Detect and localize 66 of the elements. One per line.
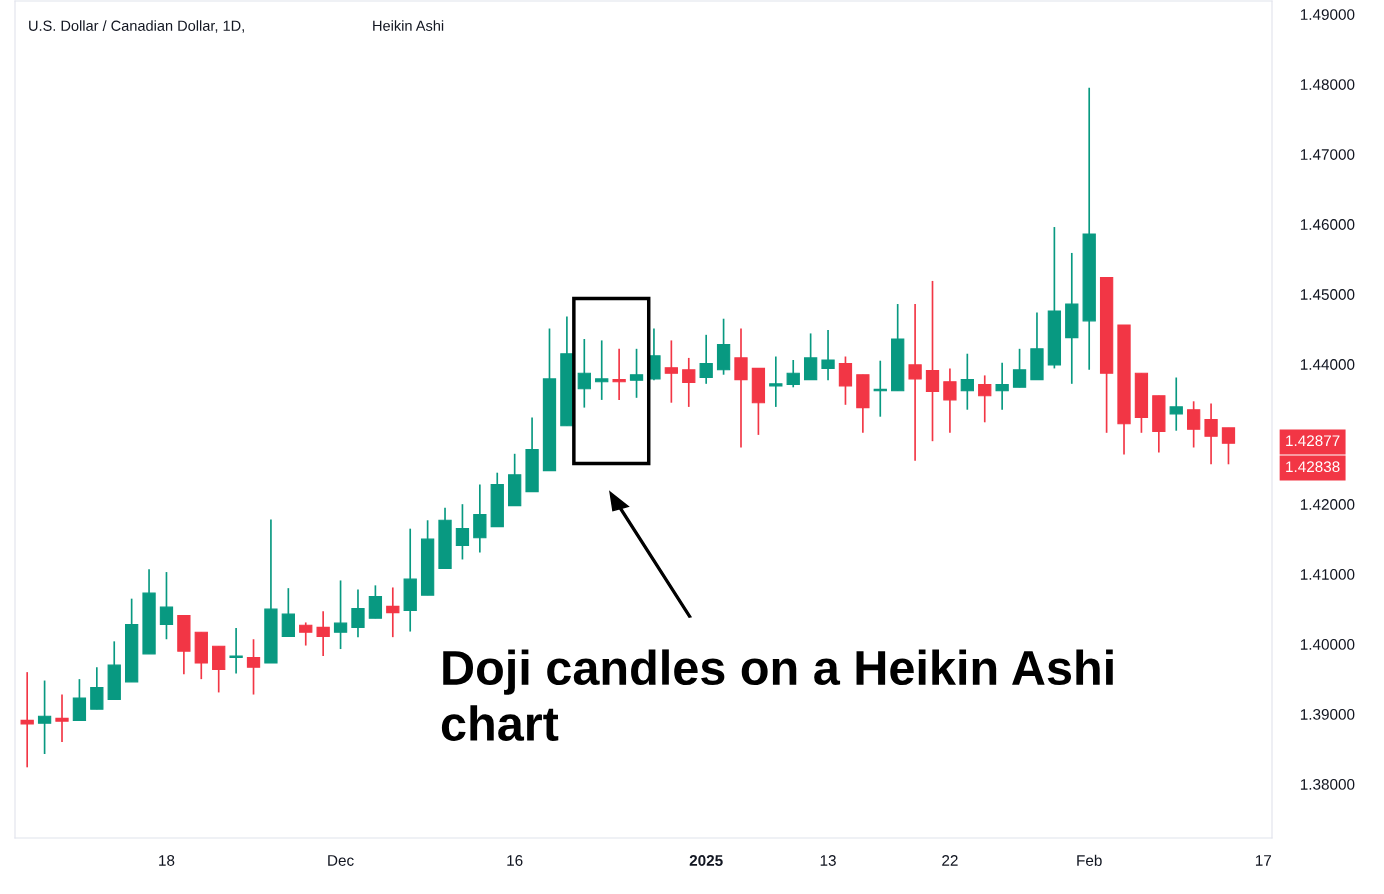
text: Heikin Ashi	[373, 20, 444, 31]
candlestick	[55, 693, 69, 743]
candlestick	[72, 678, 87, 722]
y-tick-label: 1.46000	[1300, 219, 1355, 230]
y-tick-label: 1.45000	[1300, 289, 1355, 300]
candlestick	[629, 347, 644, 399]
candlestick	[351, 588, 365, 638]
x-tick-label: 2025	[689, 855, 723, 866]
candlestick	[316, 610, 330, 657]
text: U.S. Dollar / Canadian Dollar, 1D,	[29, 20, 244, 33]
candlestick	[246, 638, 261, 696]
candlestick	[1012, 347, 1027, 389]
x-tick-label: Dec	[328, 855, 354, 866]
candlestick	[1221, 427, 1236, 466]
x-tick-label: 13	[820, 855, 836, 866]
candlestick	[821, 329, 835, 382]
text: 1.42838	[1286, 461, 1340, 473]
candlestick	[455, 503, 470, 561]
candlestick	[1187, 400, 1201, 449]
candlestick	[281, 587, 295, 638]
y-tick-label: 1.38000	[1300, 778, 1355, 790]
candlestick	[925, 280, 940, 443]
candlestick	[90, 666, 104, 711]
candlestick	[943, 367, 957, 434]
x-tick-label: 18	[159, 855, 175, 866]
x-tick-label: 17	[1255, 855, 1272, 866]
x-tick-label: 22	[942, 855, 958, 866]
candlestick	[908, 303, 922, 462]
candlestick	[769, 355, 783, 408]
candlestick	[978, 374, 992, 424]
candlestick	[699, 333, 713, 385]
candlestick	[333, 579, 348, 650]
y-tick-label: 1.41000	[1300, 569, 1355, 580]
candlestick	[995, 361, 1009, 411]
candlestick	[682, 357, 696, 408]
y-tick-label: 1.47000	[1300, 149, 1355, 160]
candlestick	[612, 347, 626, 401]
candlestick	[229, 627, 243, 675]
candlestick	[1204, 402, 1218, 466]
y-tick-label: 1.40000	[1300, 639, 1355, 650]
candlestick	[37, 679, 52, 755]
candlestick	[664, 339, 679, 404]
candlestick	[212, 645, 226, 694]
candlestick	[786, 359, 800, 389]
candlestick	[473, 483, 487, 554]
candlestick	[159, 571, 174, 641]
y-tick-label: 1.49000	[1300, 9, 1355, 20]
candlestick	[20, 671, 34, 769]
y-tick-label: 1.39000	[1300, 709, 1355, 720]
candlestick	[299, 621, 313, 647]
candlestick	[1169, 376, 1183, 432]
candlestick	[386, 586, 400, 638]
candlestick	[577, 338, 591, 409]
y-tick-label: 1.48000	[1300, 79, 1355, 90]
candlestick	[803, 332, 818, 381]
x-tick-label: Feb	[1077, 854, 1102, 866]
annotation: Doji candles on a Heikin Ashi chart	[441, 649, 1113, 741]
candlestick	[960, 352, 974, 411]
y-tick-label: 1.44000	[1300, 359, 1355, 370]
y-tick-label: 1.42000	[1300, 499, 1355, 510]
candlestick	[734, 327, 748, 449]
x-tick-label: 16	[507, 855, 523, 866]
candlestick	[368, 584, 383, 620]
candlestick	[595, 339, 609, 401]
candlestick	[838, 355, 853, 406]
text: 1.42877	[1286, 435, 1340, 447]
